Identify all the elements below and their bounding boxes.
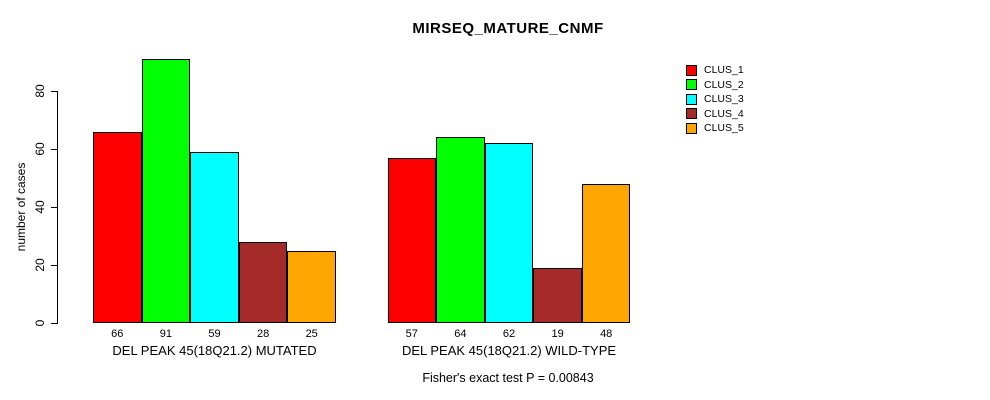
legend-item: CLUS_3	[686, 93, 744, 105]
legend-label: CLUS_2	[704, 78, 744, 91]
legend-label: CLUS_3	[704, 93, 744, 105]
y-tick-label: 0	[33, 319, 47, 327]
legend-item: CLUS_2	[686, 78, 744, 91]
bar-value-label: 64	[454, 328, 467, 340]
legend-swatch	[686, 64, 697, 76]
legend-item: CLUS_1	[686, 64, 744, 76]
legend-label: CLUS_5	[704, 122, 744, 134]
legend-swatch	[686, 108, 697, 120]
bar	[238, 241, 288, 323]
y-tick-label: 60	[33, 142, 47, 156]
bar-value-label: 62	[502, 328, 516, 340]
bar-value-label: 25	[305, 328, 318, 340]
bar	[190, 151, 239, 323]
bar	[484, 143, 534, 323]
y-tick-mark	[51, 207, 57, 208]
bar	[287, 250, 336, 323]
y-tick-mark	[51, 91, 57, 92]
legend-item: CLUS_5	[686, 122, 744, 134]
y-tick-label: 40	[33, 200, 47, 214]
bar-value-label: 48	[600, 328, 613, 340]
bar-value-label: 66	[111, 328, 124, 340]
bar-value-label: 57	[405, 328, 418, 340]
bar	[581, 183, 631, 323]
bar	[436, 137, 485, 323]
y-tick-mark	[51, 149, 57, 150]
bar	[533, 267, 582, 323]
group-label: DEL PEAK 45(18Q21.2) WILD-TYPE	[401, 343, 617, 358]
bar-value-label: 28	[256, 328, 270, 340]
legend-swatch	[686, 122, 697, 134]
y-tick-label: 80	[33, 84, 47, 98]
y-tick-mark	[51, 323, 57, 324]
y-axis-line	[57, 91, 58, 324]
bar-value-label: 19	[551, 328, 564, 340]
legend-swatch	[686, 79, 697, 91]
legend-item: CLUS_4	[686, 107, 744, 120]
group-label: DEL PEAK 45(18Q21.2) MUTATED	[112, 343, 317, 358]
legend-swatch	[686, 93, 697, 105]
legend: CLUS_1 CLUS_2 CLUS_3 CLUS_4 CLUS_5	[686, 64, 744, 138]
legend-label: CLUS_1	[704, 64, 744, 76]
bar	[141, 59, 191, 323]
footnote: Fisher's exact test P = 0.00843	[422, 371, 594, 385]
bar	[387, 157, 437, 323]
bar-value-label: 59	[208, 328, 221, 340]
chart-title: MIRSEQ_MATURE_CNMF	[412, 20, 604, 37]
legend-label: CLUS_4	[704, 107, 744, 120]
y-tick-mark	[51, 265, 57, 266]
bar-value-label: 91	[159, 328, 173, 340]
bar	[93, 131, 142, 323]
y-tick-label: 20	[33, 258, 47, 272]
